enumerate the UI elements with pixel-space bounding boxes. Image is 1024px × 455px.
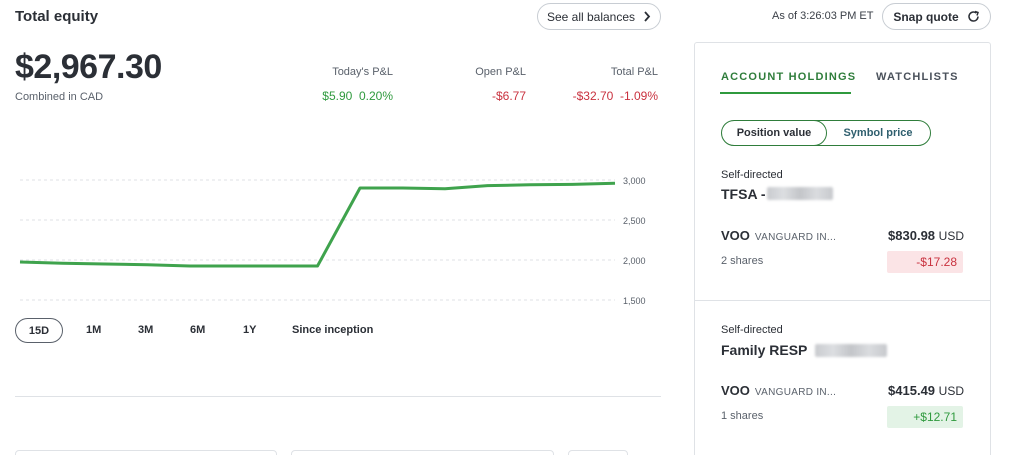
page-title: Total equity: [15, 8, 99, 25]
snap-quote-button[interactable]: Snap quote: [882, 3, 991, 30]
total-pnl-label: Total P&L: [610, 66, 658, 78]
range-tab-since-inception[interactable]: Since inception: [292, 324, 374, 336]
account-name[interactable]: TFSA -: [721, 186, 766, 202]
share-count: 2 shares: [721, 255, 764, 267]
range-tab-6m[interactable]: 6M: [190, 324, 206, 336]
refresh-icon: [967, 10, 979, 22]
holding-separator: [695, 300, 990, 301]
todays-pnl-percent: 0.20%: [358, 89, 393, 103]
value-mode-toggle: Position value Symbol price: [721, 120, 931, 146]
position-value: $830.98 USD: [860, 228, 964, 243]
range-tab-3m[interactable]: 3M: [138, 324, 154, 336]
holding-symbol[interactable]: VOO VANGUARD IN...: [721, 383, 836, 398]
todays-pnl-amount: $5.90: [322, 89, 353, 103]
total-pnl-value: -$32.70 -1.09%: [540, 89, 658, 103]
symbol-ticker: VOO: [721, 228, 750, 243]
see-all-balances-button[interactable]: See all balances: [537, 3, 661, 30]
currency-note: Combined in CAD: [15, 91, 104, 103]
position-amount: $830.98: [888, 228, 936, 243]
position-currency: USD: [938, 229, 964, 243]
symbol-description: VANGUARD IN...: [754, 387, 837, 398]
position-value: $415.49 USD: [860, 383, 964, 398]
todays-pnl-label: Today's P&L: [332, 66, 393, 78]
symbol-price-option[interactable]: Symbol price: [843, 127, 913, 139]
redacted-account-number: [815, 344, 887, 357]
range-tab-15d[interactable]: 15D: [15, 318, 63, 343]
y-tick-label: 2,000: [623, 256, 646, 266]
equity-line-chart[interactable]: 3,000 2,500 2,000 1,500: [0, 160, 680, 320]
holdings-panel: [694, 42, 991, 455]
position-value-option[interactable]: Position value: [722, 121, 827, 145]
total-pnl-amount: -$32.70: [572, 89, 614, 103]
card-stub: [15, 450, 277, 455]
account-type: Self-directed: [721, 324, 783, 336]
symbol-description: VANGUARD IN...: [754, 232, 837, 243]
position-change-badge: +$12.71: [887, 406, 963, 428]
todays-pnl-value: $5.90 0.20%: [290, 89, 393, 103]
position-amount: $415.49: [888, 383, 936, 398]
total-pnl-percent: -1.09%: [619, 89, 658, 103]
range-tab-1m[interactable]: 1M: [86, 324, 102, 336]
see-all-balances-label: See all balances: [546, 9, 636, 24]
card-stub: [291, 450, 554, 455]
redacted-account-number: [767, 187, 833, 200]
y-tick-label: 1,500: [623, 296, 646, 306]
symbol-ticker: VOO: [721, 383, 750, 398]
position-change-badge: -$17.28: [887, 251, 963, 273]
as-of-timestamp: As of 3:26:03 PM ET: [772, 10, 874, 22]
account-name[interactable]: Family RESP: [721, 342, 808, 358]
account-type: Self-directed: [721, 169, 783, 181]
open-pnl-label: Open P&L: [475, 66, 526, 78]
snap-quote-label: Snap quote: [893, 9, 959, 24]
open-pnl-value: -$6.77: [491, 89, 526, 103]
chevron-right-icon: [644, 11, 651, 22]
tab-watchlists[interactable]: WATCHLISTS: [876, 71, 959, 83]
active-tab-indicator: [720, 92, 851, 94]
y-tick-label: 3,000: [623, 176, 646, 186]
holding-symbol[interactable]: VOO VANGUARD IN...: [721, 228, 836, 243]
range-tab-1y[interactable]: 1Y: [243, 324, 257, 336]
section-divider: [15, 396, 661, 397]
equity-series-line: [19, 181, 616, 268]
position-currency: USD: [938, 384, 964, 398]
total-equity-value: $2,967.30: [15, 48, 162, 86]
tab-account-holdings[interactable]: ACCOUNT HOLDINGS: [721, 71, 857, 83]
share-count: 1 shares: [721, 410, 764, 422]
card-stub: [568, 450, 628, 455]
y-tick-label: 2,500: [623, 216, 646, 226]
